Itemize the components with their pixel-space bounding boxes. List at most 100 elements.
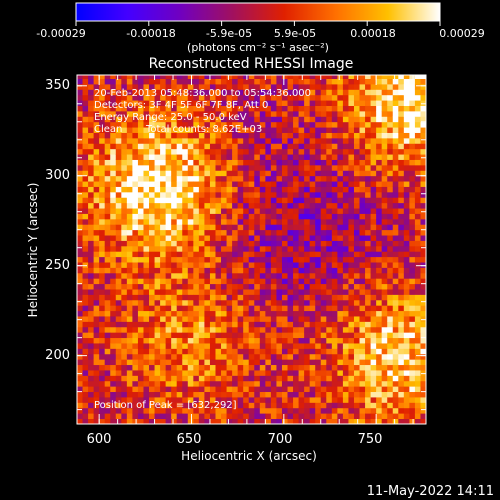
heatmap-cell — [237, 332, 244, 339]
heatmap-cell — [254, 121, 261, 128]
heatmap-cell — [392, 224, 399, 231]
heatmap-cell — [171, 121, 178, 128]
heatmap-cell — [337, 121, 344, 128]
heatmap-cell — [209, 391, 216, 398]
heatmap-cell — [226, 78, 233, 85]
heatmap-cell — [237, 224, 244, 231]
heatmap-cell — [309, 132, 316, 139]
heatmap-cell — [221, 262, 227, 268]
heatmap-cell — [187, 191, 194, 198]
heatmap-cell — [165, 75, 172, 79]
heatmap-cell — [276, 83, 283, 90]
heatmap-cell — [126, 78, 133, 85]
heatmap-cell — [331, 224, 338, 231]
heatmap-cell — [104, 262, 111, 268]
y-tick-label: 300 — [45, 168, 70, 183]
heatmap-cell — [104, 251, 111, 258]
heatmap-cell — [88, 229, 95, 236]
heatmap-cell — [182, 127, 189, 133]
heatmap-cell — [265, 283, 272, 290]
heatmap-cell — [320, 186, 327, 193]
heatmap-cell — [110, 316, 117, 322]
heatmap-cell — [376, 197, 383, 204]
heatmap-cell — [337, 229, 344, 236]
heatmap-cell — [309, 181, 316, 187]
heatmap-cell — [409, 132, 416, 139]
heatmap-cell — [387, 105, 394, 112]
heatmap-cell — [198, 110, 205, 117]
heatmap-cell — [204, 267, 211, 274]
heatmap-cell — [149, 83, 155, 90]
heatmap-cell — [104, 343, 111, 349]
heatmap-cell — [187, 197, 194, 204]
heatmap-cell — [115, 116, 122, 123]
heatmap-cell — [187, 294, 194, 301]
heatmap-cell — [221, 375, 227, 382]
heatmap-cell — [326, 83, 333, 90]
heatmap-cell — [398, 208, 405, 214]
heatmap-cell — [359, 154, 366, 160]
heatmap-cell — [287, 100, 294, 106]
heatmap-cell — [204, 143, 211, 150]
heatmap-cell — [132, 289, 139, 295]
heatmap-cell — [276, 310, 283, 317]
heatmap-cell — [276, 343, 283, 349]
heatmap-cell — [193, 213, 200, 220]
heatmap-cell — [392, 332, 399, 339]
heatmap-cell — [381, 170, 388, 177]
heatmap-cell — [226, 272, 233, 279]
heatmap-cell — [414, 289, 421, 295]
heatmap-cell — [82, 181, 89, 187]
heatmap-cell — [198, 121, 205, 128]
heatmap-cell — [309, 105, 316, 112]
heatmap-cell — [348, 326, 355, 333]
heatmap-cell — [182, 407, 189, 414]
heatmap-cell — [132, 370, 139, 376]
heatmap-cell — [320, 181, 327, 187]
heatmap-cell — [221, 143, 227, 150]
heatmap-cell — [237, 175, 244, 182]
heatmap-cell — [381, 229, 388, 236]
heatmap-cell — [348, 197, 355, 204]
heatmap-cell — [298, 154, 305, 160]
heatmap-cell — [176, 299, 183, 306]
heatmap-cell — [99, 229, 106, 236]
heatmap-cell — [171, 175, 178, 182]
heatmap-cell — [265, 402, 272, 409]
heatmap-cell — [342, 310, 349, 317]
heatmap-cell — [270, 413, 277, 420]
heatmap-cell — [193, 110, 200, 117]
heatmap-cell — [77, 154, 83, 160]
heatmap-cell — [154, 235, 161, 241]
heatmap-cell — [149, 170, 155, 177]
heatmap-cell — [320, 94, 327, 101]
heatmap-cell — [248, 154, 255, 160]
heatmap-cell — [182, 353, 189, 360]
heatmap-cell — [298, 83, 305, 90]
heatmap-cell — [254, 402, 261, 409]
heatmap-cell — [137, 256, 144, 263]
heatmap-cell — [342, 267, 349, 274]
heatmap-cell — [315, 305, 322, 312]
heatmap-cell — [132, 278, 139, 285]
heatmap-cell — [88, 148, 95, 155]
heatmap-cell — [365, 256, 371, 263]
heatmap-cell — [376, 402, 383, 409]
heatmap-cell — [315, 240, 322, 247]
heatmap-cell — [149, 181, 155, 187]
heatmap-cell — [326, 337, 333, 344]
heatmap-cell — [248, 391, 255, 398]
heatmap-cell — [348, 316, 355, 322]
heatmap-cell — [353, 391, 360, 398]
heatmap-cell — [381, 110, 388, 117]
heatmap-cell — [215, 256, 222, 263]
heatmap-cell — [254, 299, 261, 306]
heatmap-cell — [243, 235, 250, 241]
heatmap-cell — [176, 78, 183, 85]
heatmap-cell — [121, 380, 128, 387]
heatmap-cell — [160, 148, 167, 155]
heatmap-cell — [304, 370, 311, 376]
heatmap-cell — [409, 386, 416, 393]
heatmap-cell — [182, 402, 189, 409]
heatmap-cell — [232, 100, 239, 106]
